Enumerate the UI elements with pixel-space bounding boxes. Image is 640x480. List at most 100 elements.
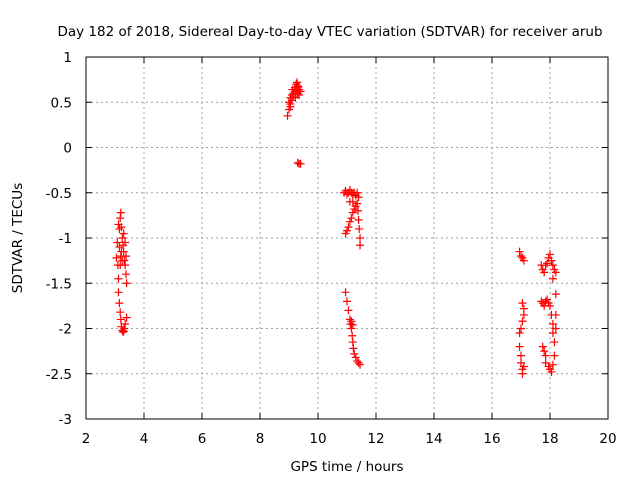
data-point <box>347 214 356 223</box>
data-point <box>515 342 524 351</box>
data-point <box>116 315 125 324</box>
data-point <box>116 308 125 317</box>
x-tick-label: 16 <box>483 431 500 447</box>
x-tick-label: 8 <box>256 431 265 447</box>
data-point <box>350 349 359 358</box>
data-point <box>538 342 547 351</box>
x-tick-label: 10 <box>309 431 326 447</box>
data-point <box>548 274 557 283</box>
data-point <box>356 241 365 250</box>
data-point <box>354 215 363 224</box>
data-point <box>122 313 131 322</box>
chart-title: Day 182 of 2018, Sidereal Day-to-day VTE… <box>57 24 602 40</box>
data-point <box>296 87 305 96</box>
data-point <box>353 188 362 197</box>
data-point <box>551 324 560 333</box>
x-axis-label: GPS time / hours <box>290 459 403 475</box>
data-point <box>112 253 121 262</box>
data-point <box>518 299 527 308</box>
x-tick-label: 18 <box>541 431 558 447</box>
data-point <box>117 223 126 232</box>
y-tick-label: -3 <box>59 412 72 428</box>
data-point <box>122 279 131 288</box>
data-point <box>517 252 525 261</box>
data-point <box>293 78 302 87</box>
data-point <box>550 351 559 360</box>
data-point <box>551 310 560 319</box>
data-point <box>354 358 363 367</box>
x-tick-label: 14 <box>425 431 442 447</box>
data-point <box>515 329 524 338</box>
y-tick-label: -1.5 <box>46 276 72 292</box>
data-point <box>517 324 525 333</box>
axis-ticks: 2 4 6 8 10 12 14 16 18 20 1 0.5 0 -0.5 -1 -1.5 -2 -2.5 -3 <box>46 50 617 447</box>
data-point <box>345 217 354 226</box>
data-point <box>547 367 556 376</box>
data-point <box>289 92 298 101</box>
data-point <box>114 274 123 283</box>
x-tick-label: 2 <box>82 431 91 447</box>
data-point <box>347 324 356 333</box>
data-point <box>121 319 130 328</box>
data-point <box>348 320 357 329</box>
data-point <box>118 234 127 242</box>
data-point <box>341 229 350 238</box>
data-point <box>344 223 353 232</box>
data-point <box>341 288 350 297</box>
y-tick-label: 0.5 <box>51 95 72 111</box>
data-point <box>519 310 528 319</box>
data-point <box>548 261 557 270</box>
data-point <box>122 270 131 279</box>
y-tick-label: -2 <box>59 322 72 338</box>
data-point <box>349 344 358 353</box>
data-point <box>116 208 125 217</box>
data-point <box>115 224 124 233</box>
data-point <box>354 193 363 202</box>
data-point <box>350 205 359 214</box>
data-point <box>351 353 360 362</box>
data-point <box>294 82 303 91</box>
y-tick-label: -2.5 <box>46 367 72 383</box>
data-point <box>296 159 305 168</box>
data-point <box>118 326 127 335</box>
data-point <box>113 238 122 247</box>
x-tick-label: 4 <box>140 431 149 447</box>
data-point <box>355 224 364 233</box>
data-point <box>115 299 124 308</box>
data-point <box>518 369 527 378</box>
data-point <box>121 238 130 247</box>
data-point <box>546 301 554 310</box>
data-point <box>518 317 527 326</box>
data-point <box>117 247 126 256</box>
data-point <box>540 347 549 356</box>
y-axis-label: SDTVAR / TECUs <box>10 183 26 293</box>
data-point <box>548 319 557 328</box>
y-tick-label: 0 <box>63 141 72 157</box>
data-point <box>543 259 552 268</box>
y-tick-label: -1 <box>59 231 72 247</box>
data-point <box>546 250 554 259</box>
data-point <box>519 256 528 265</box>
data-point <box>283 111 292 120</box>
data-point <box>114 288 123 297</box>
data-point <box>348 208 357 217</box>
data-point <box>543 295 552 304</box>
data-point <box>343 297 351 306</box>
data-point <box>120 324 129 333</box>
data-point <box>551 268 560 277</box>
data-points <box>112 78 560 378</box>
data-point <box>347 317 356 326</box>
data-point <box>541 261 550 270</box>
data-point <box>115 243 124 252</box>
data-point <box>515 247 524 256</box>
data-point <box>519 362 528 371</box>
data-point <box>291 93 300 102</box>
data-point <box>354 206 363 215</box>
y-tick-label: -0.5 <box>46 186 72 202</box>
data-point <box>116 261 125 270</box>
data-point <box>288 85 297 94</box>
data-point <box>541 351 550 360</box>
data-point <box>540 268 549 277</box>
